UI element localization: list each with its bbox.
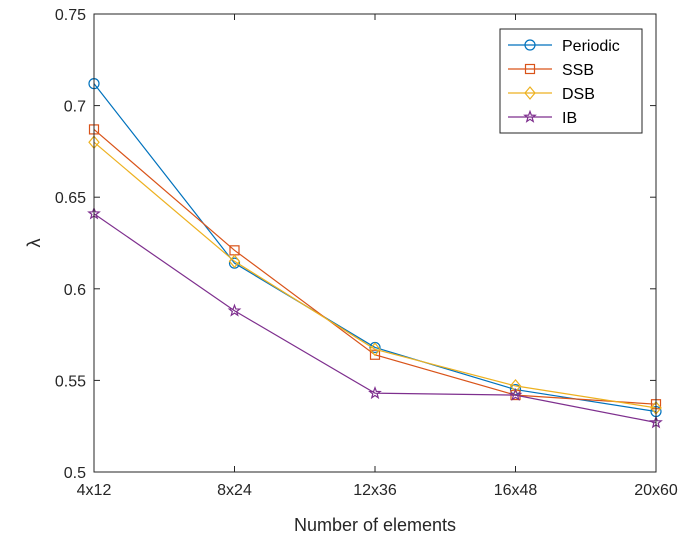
legend-marker bbox=[524, 63, 536, 75]
x-tick-label: 4x12 bbox=[77, 482, 112, 499]
data-point-dsb bbox=[228, 254, 241, 269]
x-tick-label: 12x36 bbox=[353, 482, 397, 499]
data-point-ib bbox=[508, 387, 523, 401]
y-axis-title: λ bbox=[24, 239, 44, 248]
legend-marker bbox=[523, 109, 537, 123]
y-tick-label: 0.75 bbox=[55, 7, 86, 24]
data-point-dsb bbox=[369, 342, 381, 357]
x-axis-title: Number of elements bbox=[294, 515, 456, 535]
y-tick-label: 0.7 bbox=[64, 99, 86, 116]
x-tick-label: 20x60 bbox=[634, 482, 678, 499]
y-tick-label: 0.55 bbox=[55, 373, 86, 390]
legend-label: Periodic bbox=[562, 38, 620, 55]
series-ib bbox=[87, 206, 663, 429]
legend-entry-periodic: Periodic bbox=[508, 38, 620, 55]
series-dsb bbox=[88, 135, 662, 415]
legend-box bbox=[499, 28, 643, 134]
series-line-ib bbox=[93, 213, 657, 424]
legend-label: SSB bbox=[562, 62, 594, 79]
axes-layer: 0.5 0.55 0.6 0.65 0.7 0.75 4x12 8x24 12x36 16x48 2… bbox=[55, 7, 678, 499]
x-tick-label: 16x48 bbox=[494, 482, 538, 499]
legend: Periodic SSB DSB IB bbox=[499, 28, 643, 134]
legend-label: IB bbox=[562, 110, 577, 127]
legend-entry-dsb: DSB bbox=[508, 86, 595, 103]
y-tick-label: 0.65 bbox=[55, 190, 86, 207]
data-point-ib bbox=[227, 303, 242, 317]
x-tick-label: 8x24 bbox=[217, 482, 252, 499]
legend-entry-ib: IB bbox=[508, 109, 577, 127]
data-point-ssb bbox=[369, 349, 381, 360]
legend-marker bbox=[524, 39, 536, 51]
y-tick-label: 0.5 bbox=[64, 465, 86, 482]
legend-entry-ssb: SSB bbox=[508, 62, 594, 79]
series-line-dsb bbox=[93, 141, 657, 409]
y-tick-label: 0.6 bbox=[64, 282, 86, 299]
data-point-ib bbox=[368, 385, 382, 400]
data-point-dsb bbox=[509, 378, 522, 393]
legend-label: DSB bbox=[562, 86, 595, 103]
series-line-periodic bbox=[93, 83, 657, 413]
legend-marker bbox=[524, 86, 536, 100]
